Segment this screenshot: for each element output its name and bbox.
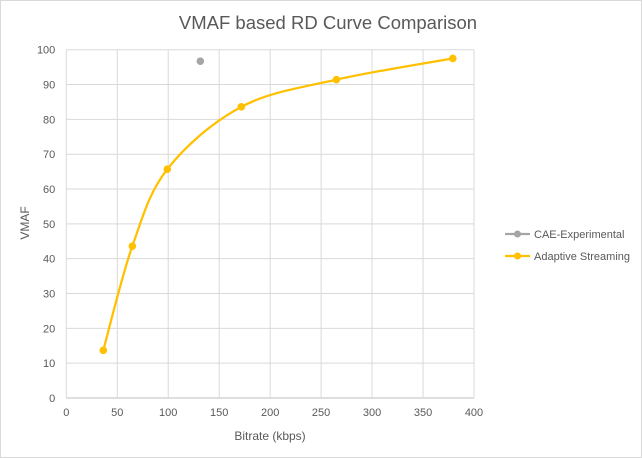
y-tick-label: 80 [43,114,55,126]
y-tick-label: 30 [43,289,55,301]
y-axis-label: VMAF [18,206,32,239]
x-tick-label: 300 [363,407,381,419]
legend-label: CAE-Experimental [534,229,624,241]
x-tick-label: 200 [261,407,279,419]
gridlines [65,49,475,399]
y-tick-label: 60 [43,184,55,196]
data-point [448,54,457,63]
x-axis-label: Bitrate (kbps) [234,429,305,443]
x-tick-label: 0 [63,407,69,419]
y-tick-label: 20 [43,323,55,335]
data-point [163,165,172,173]
x-tick-label: 400 [465,407,483,419]
y-tick-label: 70 [43,149,55,161]
x-tick-label: 50 [111,407,123,419]
legend-marker [514,230,521,238]
tick-labels: 0 10 20 30 40 50 60 70 80 90 100 0 50 100 150 200 250 300… [37,45,483,419]
y-tick-label: 0 [49,393,55,405]
y-tick-label: 50 [43,219,55,231]
y-tick-label: 100 [37,45,55,57]
x-tick-label: 350 [414,407,432,419]
legend-label: Adaptive Streaming [534,251,630,263]
legend: CAE-Experimental Adaptive Streaming [505,229,630,263]
chart-title: VMAF based RD Curve Comparison [179,12,477,33]
series-group [99,54,457,355]
y-tick-label: 10 [43,358,55,370]
data-point [237,103,246,111]
data-point [128,242,137,250]
data-point [99,346,108,355]
data-point [196,57,205,65]
x-tick-label: 100 [159,407,177,419]
legend-marker [514,252,521,260]
x-tick-label: 250 [312,407,330,419]
y-tick-label: 40 [43,254,55,266]
y-tick-label: 90 [43,80,55,92]
x-tick-label: 150 [210,407,228,419]
data-point [332,75,341,84]
series-line [102,57,454,351]
